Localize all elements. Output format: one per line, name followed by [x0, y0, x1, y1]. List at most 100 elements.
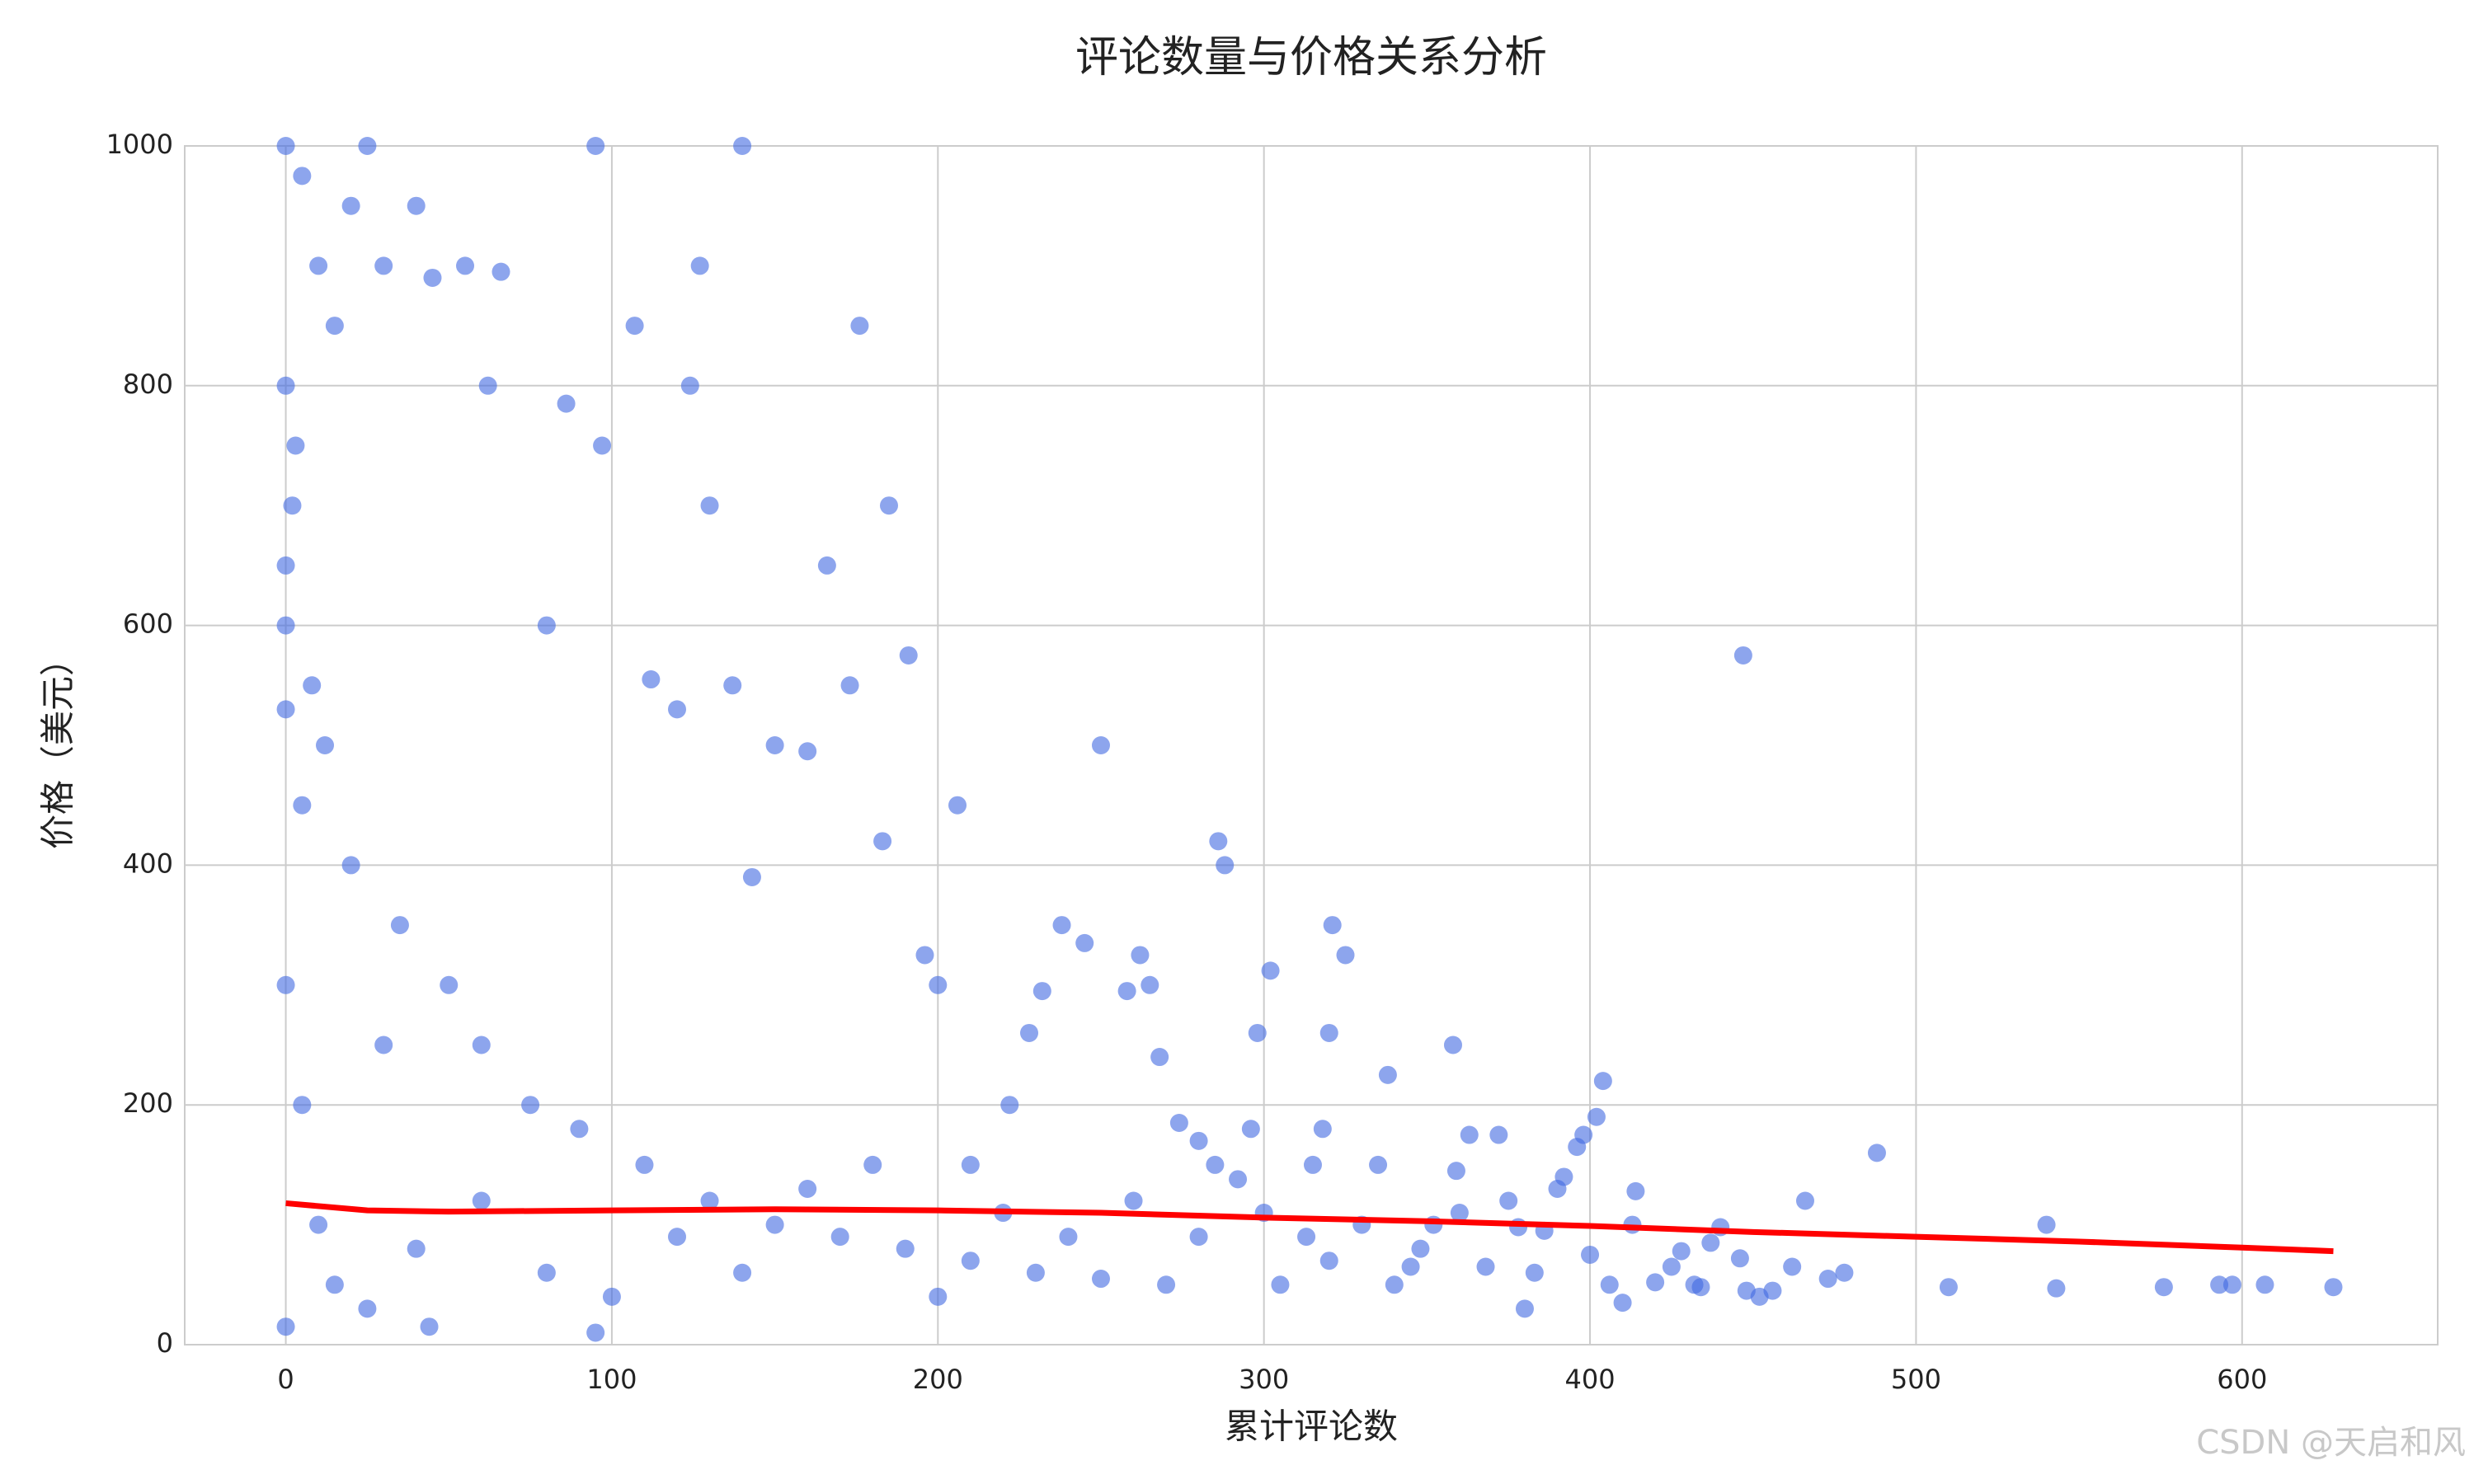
- scatter-point: [309, 256, 328, 275]
- scatter-point: [358, 1299, 377, 1318]
- scatter-point: [798, 1179, 817, 1198]
- scatter-point: [840, 676, 859, 695]
- scatter-point: [1613, 1294, 1632, 1313]
- scatter-point: [1499, 1191, 1518, 1210]
- scatter-point: [1867, 1144, 1886, 1162]
- x-tick-label: 0: [277, 1364, 294, 1395]
- scatter-point: [570, 1120, 589, 1139]
- scatter-point: [1241, 1120, 1260, 1139]
- scatter-point: [1460, 1125, 1479, 1144]
- watermark: CSDN @天启和风: [2196, 1424, 2466, 1462]
- scatter-point: [1209, 832, 1228, 851]
- scatter-point: [407, 1239, 426, 1258]
- scatter-point: [1662, 1257, 1681, 1276]
- scatter-point: [1835, 1263, 1854, 1282]
- x-tick-label: 400: [1565, 1364, 1616, 1395]
- scatter-point: [625, 317, 644, 336]
- scatter-point: [276, 1317, 295, 1336]
- scatter-point: [948, 796, 967, 815]
- scatter-point: [733, 137, 752, 155]
- scatter-point: [1150, 1048, 1169, 1067]
- scatter-point: [293, 1096, 312, 1115]
- x-tick-label: 100: [586, 1364, 637, 1395]
- scatter-point: [2047, 1279, 2066, 1298]
- scatter-point: [733, 1263, 752, 1282]
- scatter-point: [635, 1155, 654, 1174]
- scatter-point: [472, 1191, 491, 1210]
- scatter-point: [456, 256, 475, 275]
- scatter-point: [1000, 1096, 1019, 1115]
- scatter-point: [358, 137, 377, 155]
- scatter-point: [1443, 1036, 1462, 1054]
- scatter-point: [2154, 1278, 2173, 1297]
- scatter-point: [1091, 736, 1110, 754]
- scatter-point: [1189, 1131, 1208, 1150]
- scatter-point: [1124, 1191, 1143, 1210]
- scatter-point: [1319, 1023, 1338, 1042]
- scatter-point: [276, 137, 295, 155]
- scatter-point: [1169, 1114, 1188, 1133]
- scatter-point: [374, 256, 393, 275]
- scatter-point: [440, 975, 459, 994]
- scatter-point: [602, 1287, 621, 1306]
- scatter-point: [407, 196, 426, 215]
- scatter-point: [303, 676, 322, 695]
- scatter-point: [1248, 1023, 1267, 1042]
- scatter-point: [586, 1323, 605, 1342]
- x-tick-label: 600: [2217, 1364, 2267, 1395]
- scatter-point: [1020, 1023, 1039, 1042]
- scatter-point: [873, 832, 892, 851]
- scatter-point: [283, 496, 302, 515]
- scatter-point: [341, 856, 360, 875]
- scatter-point: [1297, 1228, 1316, 1247]
- x-tick-label: 300: [1239, 1364, 1289, 1395]
- scatter-point: [1737, 1281, 1756, 1300]
- scatter-point: [1229, 1170, 1248, 1189]
- scatter-point: [723, 676, 742, 695]
- x-tick-label: 500: [1891, 1364, 1941, 1395]
- scatter-point: [1141, 975, 1159, 994]
- scatter-point: [1032, 982, 1051, 1001]
- scatter-point: [286, 436, 305, 455]
- scatter-point: [668, 700, 687, 719]
- scatter-point: [1131, 946, 1150, 965]
- scatter-point: [1939, 1278, 1958, 1297]
- scatter-point: [1075, 933, 1094, 952]
- scatter-point: [2222, 1275, 2241, 1294]
- scatter-point: [420, 1317, 439, 1336]
- scatter-point: [1369, 1155, 1388, 1174]
- scatter-point: [1818, 1270, 1837, 1289]
- scatter-point: [830, 1228, 849, 1247]
- scatter-point: [1059, 1228, 1078, 1247]
- scatter-point: [325, 317, 344, 336]
- scatter-point: [668, 1228, 687, 1247]
- scatter-point: [1568, 1138, 1587, 1157]
- scatter-point: [423, 268, 442, 287]
- scatter-point: [896, 1239, 915, 1258]
- plot-frame: [184, 145, 2439, 1345]
- scatter-point: [1261, 961, 1280, 980]
- y-tick-label: 600: [123, 608, 173, 640]
- scatter-point: [817, 556, 836, 575]
- scatter-point: [680, 376, 699, 395]
- scatter-point: [293, 167, 312, 186]
- scatter-point: [690, 256, 709, 275]
- scatter-point: [1091, 1270, 1110, 1289]
- scatter-point: [879, 496, 898, 515]
- scatter-point: [557, 394, 576, 413]
- scatter-point: [1600, 1275, 1619, 1294]
- scatter-point: [593, 436, 612, 455]
- scatter-point: [309, 1215, 328, 1234]
- scatter-point: [374, 1036, 393, 1054]
- scatter-point: [341, 196, 360, 215]
- scatter-point: [1733, 646, 1752, 665]
- scatter-point: [1730, 1249, 1749, 1268]
- y-tick-label: 800: [123, 369, 173, 400]
- scatter-point: [700, 1191, 719, 1210]
- scatter-point: [276, 376, 295, 395]
- scatter-point: [863, 1155, 882, 1174]
- scatter-point: [1401, 1257, 1420, 1276]
- scatter-point: [1783, 1257, 1802, 1276]
- scatter-point: [1450, 1204, 1469, 1223]
- scatter-point: [316, 736, 335, 754]
